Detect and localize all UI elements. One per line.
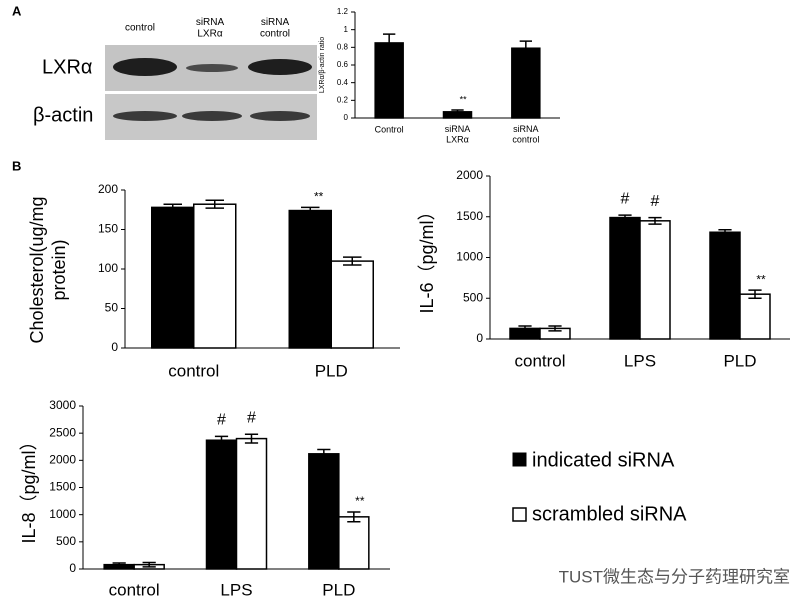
legend-swatch: [512, 452, 527, 467]
y-tick-label: 1000: [49, 507, 76, 521]
bar: [511, 47, 541, 119]
error-bar: [718, 229, 732, 236]
x-tick-label: PLD: [322, 580, 355, 599]
y-tick-label: 500: [463, 290, 483, 304]
legend-label: indicated siRNA: [532, 449, 675, 471]
x-tick-label: siRNA LXRα: [445, 124, 471, 144]
bar: [609, 216, 641, 340]
x-tick-label: control: [168, 361, 219, 380]
annotation: **: [314, 190, 324, 204]
error-bar: [518, 325, 532, 332]
bar: [288, 209, 332, 349]
bar: [709, 231, 741, 340]
bar: [338, 516, 370, 570]
y-tick-label: 2500: [49, 425, 76, 439]
x-tick-label: LPS: [220, 580, 252, 599]
error-bar: [748, 289, 762, 299]
y-axis-label: protein): [49, 239, 69, 300]
y-axis-label: LXRα/β-actin ratio: [319, 37, 326, 93]
bar: [205, 439, 238, 570]
y-axis-label: IL-8（pg/ml）: [19, 432, 39, 543]
y-tick-label: 1500: [456, 209, 483, 223]
y-tick-label: 2000: [456, 168, 483, 182]
y-tick-label: 0.2: [337, 95, 349, 104]
error-bar: [244, 433, 259, 444]
x-tick-label: Control: [375, 124, 404, 134]
error-bar: [163, 203, 182, 212]
x-tick-label: PLD: [315, 361, 348, 380]
y-tick-label: 200: [98, 182, 118, 196]
error-bar: [451, 109, 464, 115]
error-bar: [548, 325, 562, 332]
watermark: TUST微生态与分子药理研究室: [559, 567, 790, 586]
y-tick-label: 1500: [49, 480, 76, 494]
error-bar: [383, 33, 396, 53]
annotation: **: [355, 494, 365, 508]
legend-swatch: [512, 507, 527, 522]
annotation: #: [651, 193, 660, 210]
error-bar: [347, 511, 361, 523]
y-tick-label: 0.4: [337, 78, 349, 87]
bar: [308, 453, 340, 570]
y-tick-label: 1.2: [337, 7, 349, 16]
bar: [235, 437, 268, 570]
y-tick-label: 150: [98, 222, 118, 236]
y-tick-label: 0: [111, 340, 118, 354]
bar: [639, 220, 671, 340]
bar: [151, 206, 195, 349]
lane-label: control: [125, 23, 155, 34]
error-bar: [648, 216, 662, 225]
error-bar: [112, 562, 126, 568]
y-tick-label: 100: [98, 261, 118, 275]
error-bar: [519, 40, 532, 57]
x-tick-label: PLD: [723, 351, 756, 370]
y-tick-label: 0.8: [337, 42, 349, 51]
error-bar: [343, 256, 362, 266]
y-tick-label: 1000: [456, 250, 483, 264]
y-tick-label: 0: [476, 331, 483, 345]
y-tick-label: 0.6: [337, 60, 349, 69]
lane-label: siRNA LXRα: [196, 17, 225, 40]
error-bar: [142, 561, 156, 568]
row-label: LXRα: [42, 56, 92, 78]
x-tick-label: LPS: [624, 351, 656, 370]
legend-label: scrambled siRNA: [532, 503, 687, 525]
y-tick-label: 500: [56, 534, 76, 548]
error-bar: [214, 435, 229, 445]
error-bar: [317, 448, 331, 459]
y-tick-label: 1: [344, 25, 349, 34]
panel-label: B: [12, 158, 21, 173]
error-bar: [618, 214, 632, 221]
y-tick-label: 3000: [49, 398, 76, 412]
y-tick-label: 0: [69, 561, 76, 575]
error-bar: [205, 199, 224, 209]
y-axis-label: IL-6（pg/ml）: [417, 202, 437, 313]
annotation: #: [621, 190, 630, 207]
y-axis-label: Cholesterol(ug/mg: [27, 196, 47, 343]
bar: [330, 260, 374, 349]
bar: [374, 42, 404, 119]
x-tick-label: siRNA control: [512, 124, 539, 144]
annotation: **: [460, 94, 468, 104]
x-tick-label: control: [514, 351, 565, 370]
bar: [739, 293, 771, 340]
bar: [193, 203, 237, 349]
lane-label: siRNA control: [260, 17, 290, 40]
annotation: **: [756, 272, 766, 286]
panel-label: A: [12, 3, 22, 18]
y-tick-label: 0: [344, 113, 349, 122]
annotation: #: [217, 412, 226, 429]
row-label: β-actin: [33, 104, 93, 126]
blot-image: [105, 45, 317, 140]
error-bar: [301, 206, 320, 215]
y-tick-label: 50: [105, 301, 119, 315]
annotation: #: [247, 409, 256, 426]
y-tick-label: 2000: [49, 453, 76, 467]
x-tick-label: control: [109, 580, 160, 599]
